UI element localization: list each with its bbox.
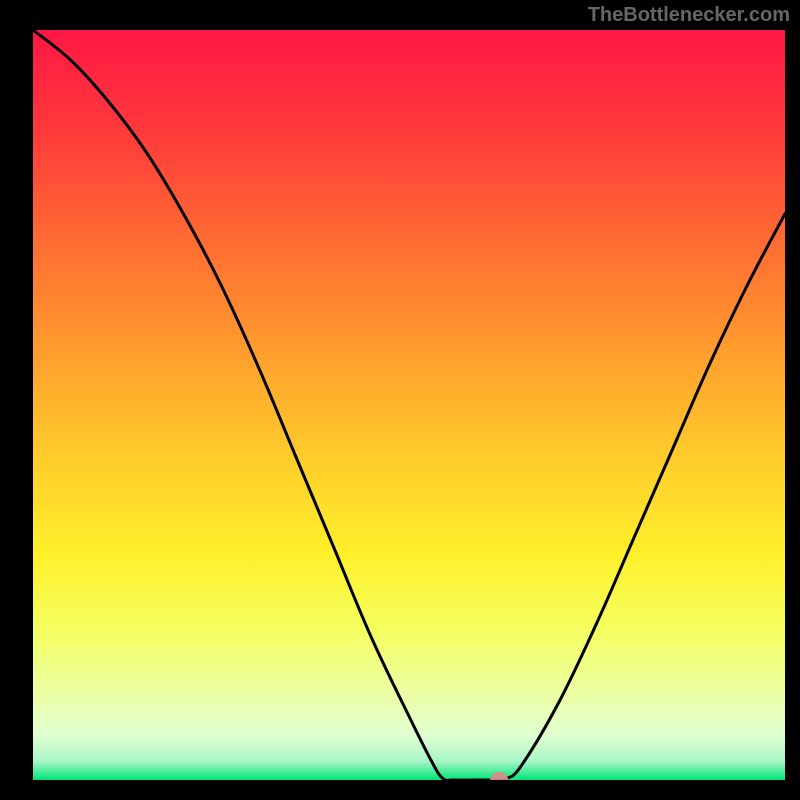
watermark-text: TheBottlenecker.com bbox=[588, 4, 790, 27]
frame-border bbox=[0, 0, 33, 800]
frame-border bbox=[0, 780, 800, 800]
bottleneck-chart bbox=[0, 0, 800, 800]
gradient-background bbox=[33, 30, 785, 780]
frame-border bbox=[785, 0, 800, 800]
chart-container: TheBottlenecker.com bbox=[0, 0, 800, 800]
